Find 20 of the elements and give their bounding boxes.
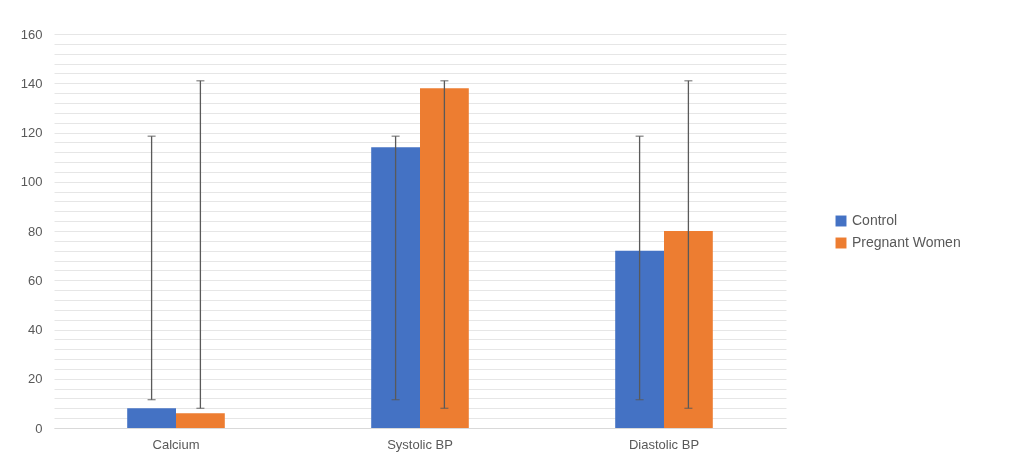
legend-label: Control	[852, 212, 898, 228]
y-tick-label: 80	[28, 223, 43, 239]
y-tick-label: 100	[20, 174, 43, 190]
x-tick-label: Diastolic BP	[628, 436, 700, 452]
y-tick-label: 60	[28, 272, 43, 288]
bar	[176, 413, 225, 428]
legend-label: Pregnant Women	[852, 234, 961, 250]
y-tick-label: 160	[20, 26, 43, 42]
x-tick-label: Systolic BP	[387, 436, 453, 452]
bar	[371, 147, 420, 428]
y-tick-label: 0	[35, 420, 43, 436]
y-tick-label: 120	[20, 125, 43, 140]
bar	[420, 88, 469, 428]
y-tick-label: 140	[20, 75, 43, 91]
bar	[615, 250, 664, 428]
bar	[127, 408, 176, 428]
bar	[664, 231, 713, 428]
y-tick-label: 20	[28, 371, 43, 387]
y-tick-label: 40	[28, 322, 43, 337]
x-tick-label: Calcium	[152, 436, 200, 452]
